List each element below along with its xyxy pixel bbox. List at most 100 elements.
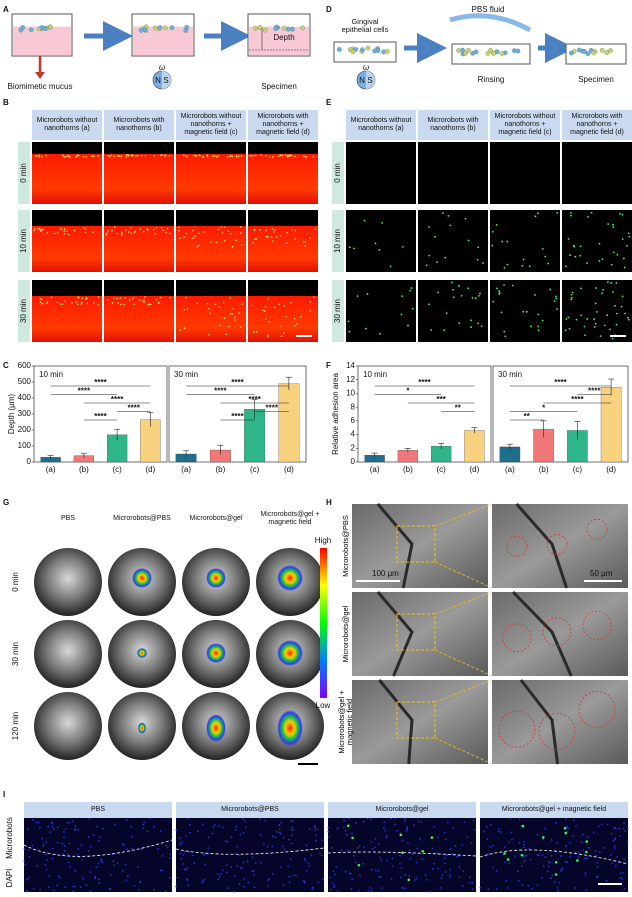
microrobot-dot	[294, 238, 297, 240]
microrobot-dot	[85, 156, 87, 158]
nucleus	[133, 884, 136, 887]
nucleus	[577, 851, 580, 854]
tissue-image	[328, 818, 476, 892]
nucleus	[287, 865, 290, 868]
microrobot-dot	[286, 232, 288, 234]
nucleus	[239, 833, 242, 836]
nucleus	[466, 836, 469, 839]
microrobot-dot	[602, 288, 605, 291]
microrobot	[511, 48, 517, 53]
nucleus	[581, 833, 584, 836]
nucleus	[380, 887, 383, 890]
microrobot-dot	[346, 824, 350, 828]
nucleus	[500, 831, 503, 833]
microrobot-dot	[130, 232, 133, 235]
nucleus	[343, 819, 346, 822]
column-header: Microrobots@gel	[189, 515, 243, 522]
microrobot-dot	[567, 238, 570, 240]
microrobot-dot	[407, 324, 409, 327]
microrobot-dot	[353, 247, 355, 250]
microrobot-dot	[113, 155, 116, 158]
nucleus	[278, 824, 281, 826]
microrobot-dot	[114, 226, 116, 228]
mucus-fluorescence	[32, 296, 102, 342]
nucleus	[403, 887, 406, 890]
nucleus	[586, 836, 589, 839]
nucleus	[415, 877, 418, 880]
nucleus	[406, 826, 408, 829]
nucleus	[404, 874, 407, 877]
nucleus	[61, 842, 63, 845]
column-header: Microrobots with nanothorns (b)	[418, 110, 488, 140]
microrobot-dot	[168, 232, 171, 235]
microrobot-dot	[272, 231, 275, 233]
microrobot-dot	[159, 154, 162, 157]
nucleus	[142, 827, 145, 830]
microrobot-dot	[56, 232, 59, 234]
nucleus	[136, 866, 139, 869]
nucleus	[51, 847, 54, 850]
nucleus	[385, 836, 388, 839]
microrobot-dot	[169, 296, 171, 299]
x-tick-label: (c)	[112, 465, 122, 474]
nucleus	[112, 860, 115, 863]
tissue-image	[480, 818, 628, 892]
microrobot-dot	[249, 155, 251, 157]
nucleus	[98, 836, 101, 839]
microrobot-dot	[148, 303, 151, 305]
tissue-image	[24, 818, 172, 892]
tissue-border	[479, 849, 629, 865]
nucleus	[572, 819, 575, 822]
panel-label: F	[326, 361, 331, 370]
microrobot	[608, 48, 613, 53]
microrobot-dot	[128, 299, 131, 302]
microrobot-dot	[93, 155, 95, 158]
nucleus	[585, 889, 588, 892]
nucleus	[574, 887, 577, 889]
omega: ω	[159, 63, 165, 72]
nucleus	[454, 845, 457, 847]
nucleus	[102, 827, 105, 830]
microrobot-dot	[482, 262, 484, 264]
microrobot-dot	[537, 325, 540, 328]
microrobot-dot	[267, 335, 269, 338]
nucleus	[125, 879, 128, 882]
highlight-circle	[578, 691, 616, 728]
microrobot-dot	[155, 226, 158, 229]
microrobot-dot	[219, 324, 222, 327]
microrobot-dot	[121, 231, 123, 234]
microrobot-dot	[601, 258, 604, 261]
microrobot-dot	[573, 245, 576, 248]
microrobot-dot	[64, 156, 66, 158]
microrobot-dot	[537, 212, 539, 215]
nucleus	[180, 858, 182, 860]
microrobot-dot	[399, 833, 403, 837]
microrobot-dot	[85, 298, 87, 301]
nucleus	[497, 827, 500, 830]
microrobot-dot	[241, 244, 243, 246]
nucleus	[473, 828, 476, 831]
microrobot	[152, 25, 158, 31]
y-axis-label: Relative adhesion area	[331, 373, 340, 455]
microrobot-dot	[615, 282, 618, 284]
zoom-box	[396, 525, 436, 563]
microrobot-dot	[425, 264, 428, 267]
microrobot-dot	[584, 334, 587, 337]
microrobot-dot	[555, 297, 558, 300]
nucleus	[583, 857, 586, 860]
nucleus	[556, 841, 559, 844]
nucleus	[80, 843, 83, 846]
micrograph	[562, 210, 632, 272]
nucleus	[276, 830, 278, 833]
nucleus	[627, 828, 629, 830]
microrobot-dot	[228, 325, 230, 328]
microrobot-dot	[38, 155, 40, 158]
microrobot-dot	[239, 232, 242, 234]
micrograph	[490, 142, 560, 204]
nucleus	[362, 862, 364, 865]
nucleus	[125, 819, 128, 821]
significance-label: ****	[94, 412, 107, 421]
microrobot-dot	[260, 154, 262, 156]
sem-image	[492, 680, 628, 764]
nucleus	[243, 878, 246, 880]
